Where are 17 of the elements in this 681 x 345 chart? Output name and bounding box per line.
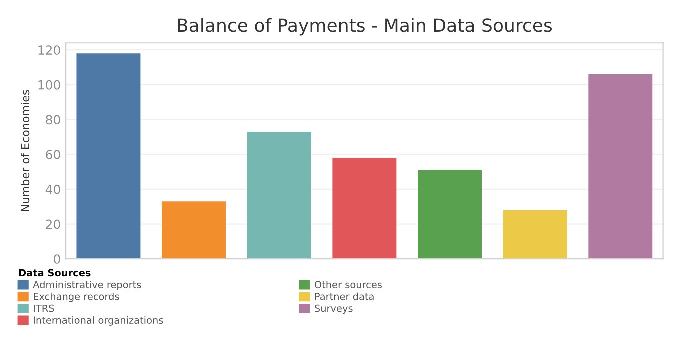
legend-label: Exchange records: [34, 292, 120, 302]
legend-label: International organizations: [34, 316, 164, 326]
legend-label: Administrative reports: [33, 280, 142, 290]
legend-label: ITRS: [34, 304, 54, 312]
y-tick-label: 120: [38, 46, 60, 56]
y-tick-label: 20: [46, 220, 60, 230]
y-tick-label: 60: [46, 150, 60, 160]
chart-title: Balance of Payments - Main Data Sources: [178, 18, 552, 36]
y-tick-label: 0: [54, 254, 60, 264]
legend-label: Other sources: [314, 280, 382, 288]
legend-title: Data Sources: [19, 269, 91, 277]
y-tick-label: 100: [38, 80, 60, 90]
legend-label: Surveys: [315, 304, 353, 314]
legend-label: Partner data: [315, 292, 374, 300]
y-tick-label: 40: [46, 184, 60, 194]
y-axis-title: Number of Economies: [21, 90, 30, 212]
y-tick-label: 80: [46, 115, 60, 125]
